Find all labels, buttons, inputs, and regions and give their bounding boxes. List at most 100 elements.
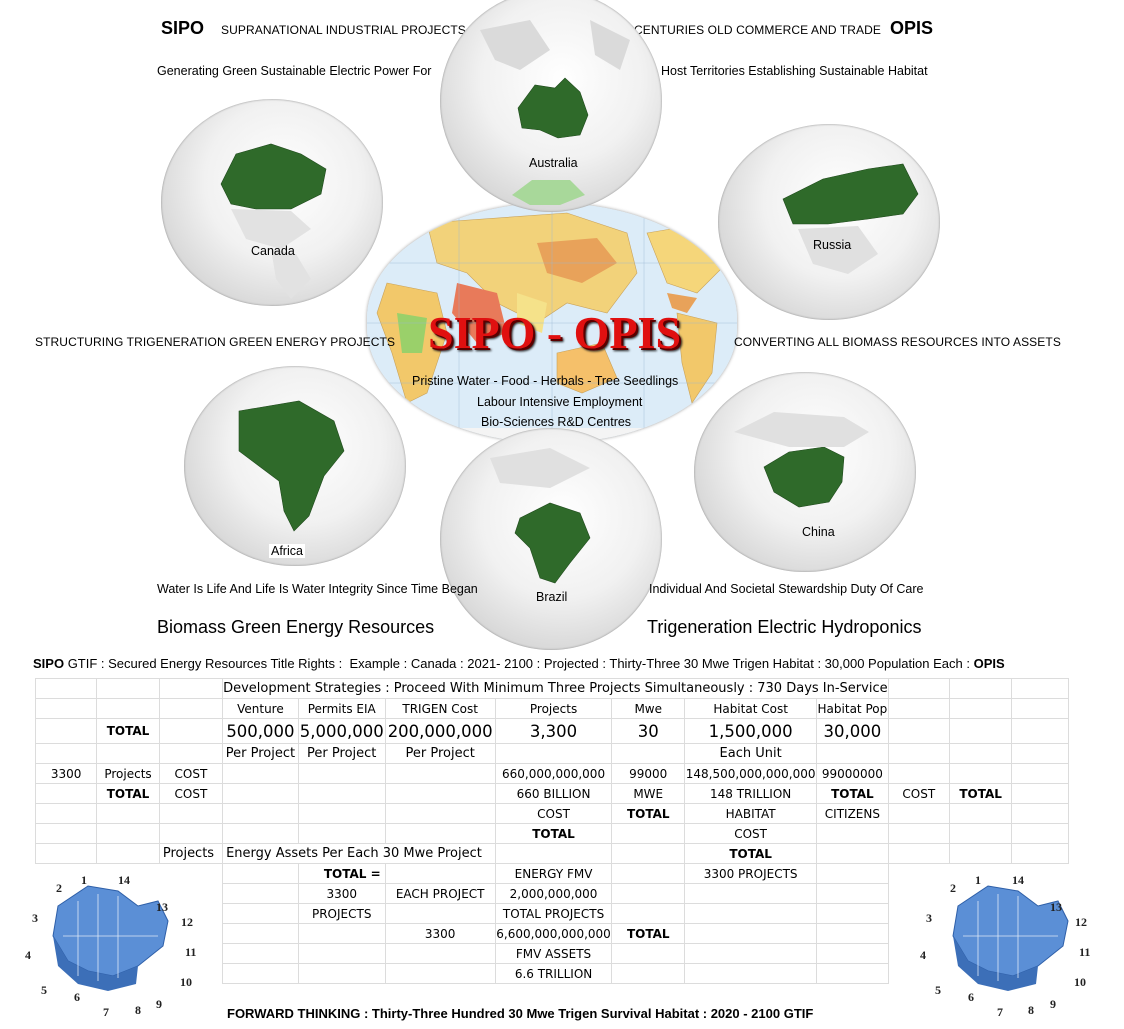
map-num: 7: [997, 1005, 1003, 1019]
map-num: 9: [156, 997, 162, 1011]
total-label: TOTAL: [96, 718, 160, 744]
center-line-1: Pristine Water - Food - Herbals - Tree S…: [412, 374, 679, 388]
cell: [34, 743, 98, 764]
cell: COST: [158, 763, 224, 784]
map-num: 9: [1050, 997, 1056, 1011]
globe-brazil: [440, 428, 662, 650]
cell: 3300: [297, 883, 386, 904]
canada-map-graphic: 1 2 3 4 5 6 7 8 9 10 11 12 13 14: [25, 873, 196, 1019]
cell: [887, 763, 951, 784]
cell: CITIZENS: [816, 803, 889, 824]
cell: [34, 678, 98, 699]
cell: [96, 843, 160, 864]
canada-map-graphic: 1 2 3 4 5 6 7 8 9 10 11 12 13 14: [920, 873, 1090, 1019]
cell: [1011, 783, 1069, 804]
cell: TOTAL =: [297, 863, 386, 884]
sipo-brand: SIPO: [161, 18, 205, 38]
strategies-row: Development Strategies : Proceed With Mi…: [222, 678, 889, 699]
cell: TOTAL: [948, 783, 1013, 804]
cell: [948, 698, 1013, 719]
map-number-labels: 1 2 3 4 5 6 7 8 9 10 11 12 13 14: [920, 873, 1090, 1019]
section-trigeneration: Trigeneration Electric Hydroponics: [647, 617, 922, 637]
cell: [158, 678, 224, 699]
map-num: 14: [118, 873, 130, 887]
map-num: 2: [950, 881, 956, 895]
cell: [1011, 698, 1069, 719]
map-num: 13: [156, 900, 168, 914]
header-habitat-cost: Habitat Cost: [684, 698, 818, 719]
cell: [384, 863, 496, 884]
cell: 3300: [34, 763, 98, 784]
cell: [816, 743, 889, 764]
cell: [1011, 803, 1069, 824]
per-project: Per Project: [297, 743, 386, 764]
cell: 6,600,000,000,000: [494, 923, 613, 944]
summary-line: SIPO GTIF : Secured Energy Resources Tit…: [33, 656, 1005, 671]
opis-tagline: CENTURIES OLD COMMERCE AND TRADE: [634, 23, 882, 37]
map-number-labels: 1 2 3 4 5 6 7 8 9 10 11 12 13 14: [25, 873, 196, 1019]
section-biomass: Biomass Green Energy Resources: [157, 617, 435, 637]
cell: [384, 763, 496, 784]
per-project: Per Project: [222, 743, 299, 764]
map-num: 3: [926, 911, 932, 925]
cell: [222, 903, 299, 924]
world-map-graphic: [367, 203, 737, 443]
cell: [611, 943, 686, 964]
header-venture: Venture: [222, 698, 299, 719]
sipo-tagline: SUPRANATIONAL INDUSTRIAL PROJECTS: [221, 23, 466, 37]
map-num: 4: [25, 948, 31, 962]
china-label: China: [802, 525, 835, 539]
cell: [34, 783, 98, 804]
cell: [297, 923, 386, 944]
header-trigen-cost: TRIGEN Cost: [384, 698, 496, 719]
cell: TOTAL: [611, 923, 686, 944]
cell: TOTAL PROJECTS: [494, 903, 613, 924]
cell: [1011, 823, 1069, 844]
cell: FMV ASSETS: [494, 943, 613, 964]
cell: [1011, 678, 1069, 699]
summary-text: GTIF : Secured Energy Resources Title Ri…: [64, 656, 974, 671]
cell: [887, 698, 951, 719]
cell: [1011, 763, 1069, 784]
cell: [816, 843, 889, 864]
cell: [384, 823, 496, 844]
stewardship-text: Individual And Societal Stewardship Duty…: [649, 582, 924, 596]
cell: [948, 823, 1013, 844]
cell: [96, 823, 160, 844]
cell: TOTAL: [684, 843, 818, 864]
cell: [297, 803, 386, 824]
cell: EACH PROJECT: [384, 883, 496, 904]
cell: [494, 743, 613, 764]
cell: [222, 783, 299, 804]
water-is-life-text: Water Is Life And Life Is Water Integrit…: [157, 582, 478, 596]
cell: [34, 718, 98, 744]
cell: [684, 943, 818, 964]
cell: COST: [887, 783, 951, 804]
cell: [887, 743, 951, 764]
cell: [948, 718, 1013, 744]
cell: 660,000,000,000: [494, 763, 613, 784]
header-projects: Projects: [494, 698, 613, 719]
australia-label: Australia: [529, 156, 578, 170]
cell: [384, 943, 496, 964]
cell: [611, 863, 686, 884]
value-trigen-cost: 200,000,000: [384, 718, 496, 744]
cell: 3300: [384, 923, 496, 944]
cell: COST: [494, 803, 613, 824]
cell: [96, 803, 160, 824]
summary-sipo: SIPO: [33, 656, 65, 671]
map-num: 6: [968, 990, 974, 1004]
cell: [297, 943, 386, 964]
opis-brand: OPIS: [890, 18, 934, 38]
cell: [611, 883, 686, 904]
map-num: 6: [74, 990, 80, 1004]
cell: [816, 943, 889, 964]
map-num: 11: [1079, 945, 1090, 959]
cell: [816, 923, 889, 944]
cell: [384, 803, 496, 824]
cell: [1011, 843, 1069, 864]
globe-russia: [718, 124, 940, 320]
cell: [96, 678, 160, 699]
converting-text: CONVERTING ALL BIOMASS RESOURCES INTO AS…: [734, 335, 1061, 349]
value-habitat-pop: 30,000: [816, 718, 889, 744]
